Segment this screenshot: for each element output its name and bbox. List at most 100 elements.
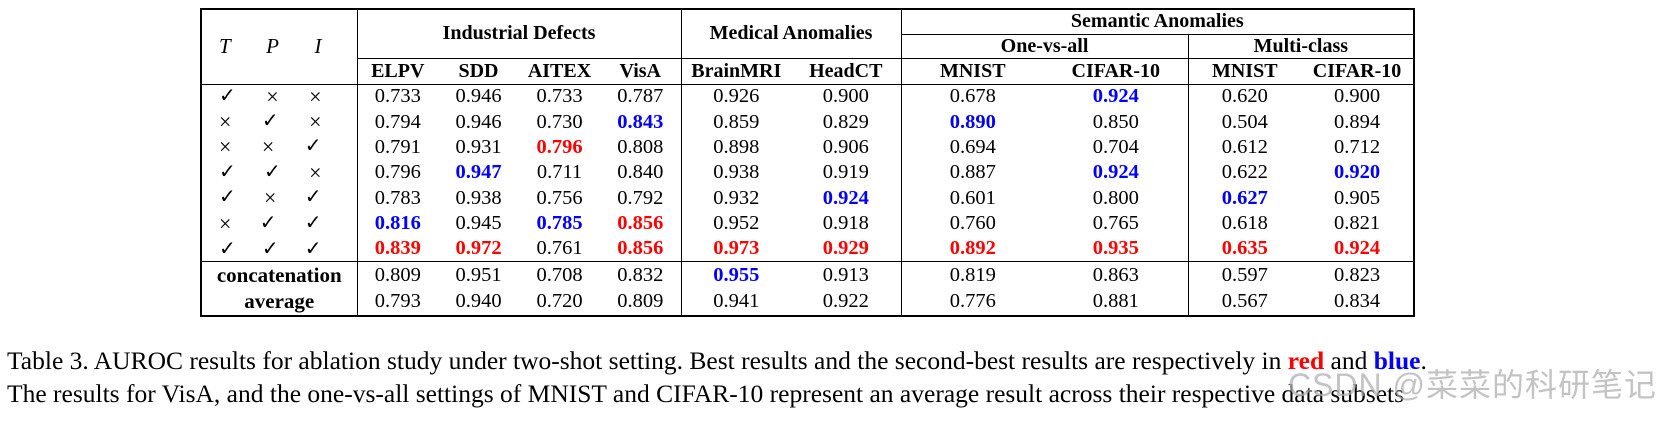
results-table-wrapper: T P I Industrial Defects Medical Anomali… xyxy=(200,8,1416,317)
value-cell: 0.567 xyxy=(1221,290,1268,313)
caption-word-blue: blue xyxy=(1373,346,1421,375)
value-cell: 0.972 xyxy=(438,236,519,263)
tpi-marks-cell: ✓ × × xyxy=(201,84,358,110)
value-cell: 0.892 xyxy=(901,236,1045,263)
column-header-mc-cifar10: CIFAR-10 xyxy=(1301,58,1415,85)
value-cell: 0.597 xyxy=(1221,263,1268,286)
subgroup-header-multi-class: Multi-class xyxy=(1188,34,1415,59)
row-label: average xyxy=(201,288,358,316)
caption-line-2: The results for VisA, and the one-vs-all… xyxy=(7,379,1405,408)
value-cell: 0.612 xyxy=(1221,135,1268,158)
value-cell: 0.946 xyxy=(455,110,502,133)
check-icon: ✓ xyxy=(219,186,236,209)
value-cell: 0.920 xyxy=(1333,161,1381,184)
value-cell: 0.783 xyxy=(374,186,421,209)
column-header-mc-mnist: MNIST xyxy=(1188,58,1302,85)
group-header-semantic-anomalies: Semantic Anomalies xyxy=(901,9,1415,35)
group-header-medical-anomalies: Medical Anomalies xyxy=(681,9,902,59)
value-cell: 0.800 xyxy=(1044,185,1189,211)
value-cell: 0.761 xyxy=(519,236,600,263)
value-cell: 0.809 xyxy=(600,288,682,316)
value-cell: 0.843 xyxy=(600,109,682,135)
column-header-brainmri: BrainMRI xyxy=(681,58,792,85)
value-cell: 0.913 xyxy=(791,261,902,289)
column-header-ova-mnist: MNIST xyxy=(901,58,1045,85)
value-cell: 0.733 xyxy=(536,85,583,108)
value-cell: 0.941 xyxy=(713,290,760,313)
value-cell: 0.832 xyxy=(600,261,682,289)
column-header-sdd: SDD xyxy=(438,58,519,85)
check-icon: ✓ xyxy=(304,135,322,158)
tpi-marks: × × ✓ xyxy=(202,136,357,158)
table-caption: Table 3. AUROC results for ablation stud… xyxy=(7,344,1662,410)
value-cell: 0.819 xyxy=(949,263,996,286)
value-cell: 0.929 xyxy=(791,236,902,263)
value-cell: 0.704 xyxy=(1044,134,1189,161)
value-cell: 0.938 xyxy=(455,186,502,209)
value-cell: 0.840 xyxy=(600,160,682,186)
value-cell: 0.823 xyxy=(1333,263,1381,286)
check-icon: ✓ xyxy=(261,110,279,133)
cross-icon: × xyxy=(219,210,232,236)
tpi-marks: ✓ ✓ × xyxy=(202,161,357,184)
subgroup-header-one-vs-all: One-vs-all xyxy=(901,34,1189,59)
cross-icon: × xyxy=(264,185,277,211)
table-row: ✓ × ✓ 0.783 0.938 0.756 0.792 0.932 0.924 0.601 0.… xyxy=(201,185,1414,211)
value-cell: 0.834 xyxy=(1333,290,1381,313)
check-icon: ✓ xyxy=(261,237,279,260)
value-cell: 0.890 xyxy=(949,110,996,133)
value-cell: 0.635 xyxy=(1188,236,1302,263)
value-cell: 0.945 xyxy=(455,212,502,235)
value-cell: 0.932 xyxy=(713,186,760,209)
caption-word-red: red xyxy=(1287,346,1325,375)
column-header-headct: HeadCT xyxy=(791,58,902,85)
tpi-marks-cell: ✓ ✓ ✓ xyxy=(201,236,358,263)
check-icon: ✓ xyxy=(259,211,277,234)
value-cell: 0.924 xyxy=(1301,236,1415,263)
tpi-marks-cell: ✓ ✓ × xyxy=(201,160,358,186)
value-cell: 0.850 xyxy=(1044,109,1189,135)
header-row-subgroups: One-vs-all Multi-class xyxy=(201,34,1415,59)
value-cell: 0.946 xyxy=(455,85,502,108)
value-cell: 0.756 xyxy=(536,186,583,209)
value-cell: 0.776 xyxy=(949,290,996,313)
results-table: T P I Industrial Defects Medical Anomali… xyxy=(200,8,1416,317)
table-row: ✓ × × 0.733 0.946 0.733 0.787 0.926 0.900 0.678 0.… xyxy=(201,84,1414,110)
value-cell: 0.678 xyxy=(949,85,996,108)
value-cell: 0.601 xyxy=(949,186,996,209)
row-label: concatenation xyxy=(201,261,358,289)
table-body: ✓ × × 0.733 0.946 0.733 0.787 0.926 0.900 0.678 0.… xyxy=(201,84,1415,316)
value-cell: 0.627 xyxy=(1221,186,1268,209)
tpi-marks-cell: × ✓ ✓ xyxy=(201,210,358,237)
value-cell: 0.829 xyxy=(791,109,902,135)
value-cell: 0.787 xyxy=(600,84,682,110)
header-row-columns: ELPV SDD AITEX VisA BrainMRI HeadCT MNIS… xyxy=(201,58,1415,85)
tpi-marks: ✓ × ✓ xyxy=(202,187,357,209)
value-cell: 0.796 xyxy=(536,135,583,158)
value-cell: 0.935 xyxy=(1044,236,1189,263)
value-cell: 0.808 xyxy=(600,134,682,161)
value-cell: 0.905 xyxy=(1333,186,1381,209)
value-cell: 0.863 xyxy=(1044,261,1189,289)
value-cell: 0.898 xyxy=(713,135,760,158)
cross-icon: × xyxy=(261,134,275,160)
value-cell: 0.730 xyxy=(536,110,583,133)
table-row: concatenation 0.809 0.951 0.708 0.832 0.955 0.… xyxy=(201,261,1414,289)
value-cell: 0.796 xyxy=(374,161,421,184)
header-label-p: P xyxy=(266,34,279,59)
tpi-marks-cell: × × ✓ xyxy=(201,134,358,161)
value-cell: 0.620 xyxy=(1221,85,1268,108)
value-cell: 0.918 xyxy=(791,210,902,237)
group-header-industrial-defects: Industrial Defects xyxy=(357,9,682,59)
value-cell: 0.712 xyxy=(1333,135,1381,158)
value-cell: 0.919 xyxy=(791,160,902,186)
column-header-visa: VisA xyxy=(600,58,682,85)
table-row: ✓ ✓ × 0.796 0.947 0.711 0.840 0.938 0.919 0.887 0.… xyxy=(201,160,1414,186)
value-cell: 0.791 xyxy=(374,135,421,158)
value-cell: 0.765 xyxy=(1044,210,1189,237)
tpi-marks: ✓ × × xyxy=(202,85,357,108)
tpi-marks-cell: × ✓ × xyxy=(201,109,358,135)
check-icon: ✓ xyxy=(304,237,322,260)
value-cell: 0.504 xyxy=(1221,110,1268,133)
